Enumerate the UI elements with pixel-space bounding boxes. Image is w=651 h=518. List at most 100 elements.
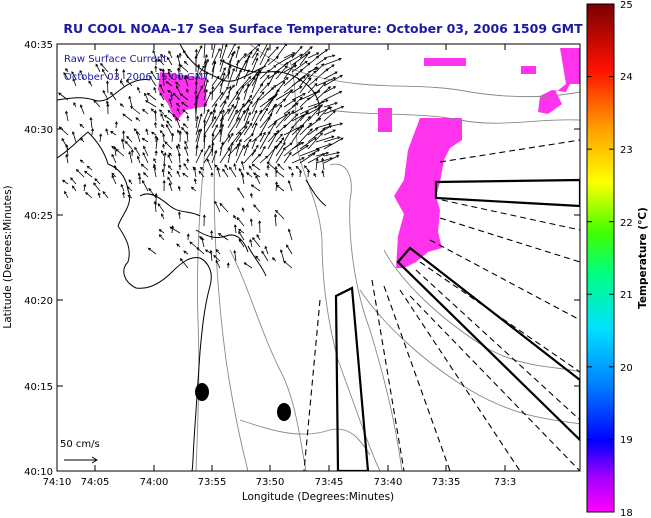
current-vector [203, 116, 217, 136]
current-vector [161, 68, 165, 80]
current-vector [150, 131, 157, 136]
current-vector [283, 151, 292, 164]
current-vector [249, 218, 253, 227]
current-vector [243, 107, 250, 122]
current-vector [161, 213, 165, 220]
current-vector [162, 143, 166, 150]
current-vector [89, 116, 93, 129]
current-vector [167, 165, 173, 171]
current-vector [235, 121, 250, 136]
current-vector [251, 109, 262, 129]
current-vector [275, 209, 285, 220]
current-vector [115, 148, 125, 157]
current-vector [323, 86, 337, 94]
current-vector [307, 78, 318, 87]
current-vector [177, 143, 181, 150]
x-tick-label: 73:40 [374, 477, 403, 488]
current-vector [134, 146, 141, 157]
current-vector [184, 140, 189, 150]
current-vector [113, 145, 117, 157]
current-vector [246, 172, 253, 178]
current-vector [235, 45, 240, 59]
current-vector [219, 72, 226, 94]
current-vector [161, 168, 165, 178]
current-vector [315, 57, 327, 66]
y-tick-label: 40:30 [24, 125, 53, 136]
current-vector [235, 59, 240, 73]
current-vector [275, 111, 291, 129]
current-vector [58, 92, 69, 101]
current-vector [154, 65, 158, 73]
current-vector [154, 58, 158, 66]
current-vector [62, 179, 69, 185]
current-vector [275, 65, 288, 80]
current-vector [235, 99, 251, 115]
current-vector [111, 153, 117, 164]
current-vector [113, 164, 117, 171]
current-vector [105, 80, 110, 94]
current-vector [196, 247, 205, 255]
current-vector [126, 79, 133, 87]
current-vector [227, 131, 242, 150]
current-vector [167, 71, 173, 80]
current-vector [219, 44, 224, 59]
current-vector [227, 67, 235, 87]
current-vector [299, 97, 311, 108]
current-vector [283, 113, 299, 129]
current-vector [110, 91, 117, 101]
current-vector [243, 83, 250, 101]
current-vector [115, 67, 119, 80]
y-tick-label: 40:15 [24, 382, 53, 393]
current-vector [235, 59, 248, 80]
current-vector [160, 103, 165, 108]
current-vector [251, 82, 264, 101]
current-vector [203, 133, 207, 150]
current-vector [219, 109, 225, 129]
current-vector [120, 183, 125, 192]
current-vector [323, 57, 342, 66]
current-vector [219, 44, 228, 66]
x-tick-label: 73:55 [198, 477, 227, 488]
current-vector [126, 135, 133, 143]
current-vector [143, 172, 149, 178]
current-vector [141, 137, 149, 143]
current-vector [137, 86, 141, 94]
current-vector [185, 88, 189, 94]
current-vector [233, 162, 237, 171]
current-vector [251, 122, 258, 136]
current-vector [275, 98, 286, 108]
current-vector [219, 95, 229, 108]
current-vector [210, 171, 214, 178]
current-vector [203, 71, 209, 87]
current-vector [142, 179, 149, 192]
current-vector [211, 133, 215, 150]
current-vector [227, 132, 234, 143]
current-vector [160, 149, 165, 157]
current-vector [160, 53, 165, 59]
legend-note-line1: Raw Surface Current [64, 54, 167, 65]
current-vector [65, 67, 69, 73]
colorbar-tick-label: 25 [620, 0, 633, 11]
current-vector [195, 45, 203, 59]
current-vector [176, 107, 181, 115]
current-vector [85, 192, 93, 199]
current-vector [250, 184, 261, 192]
current-vector [154, 135, 158, 142]
current-vector [299, 137, 317, 150]
plot-frame [56, 43, 581, 472]
current-vector [179, 258, 189, 269]
current-vector [253, 204, 261, 213]
current-vector [177, 67, 181, 80]
current-vector [236, 216, 245, 227]
colorbar-tick-label: 18 [620, 508, 633, 518]
current-vector [275, 80, 286, 94]
current-vector [259, 113, 273, 129]
current-vector [211, 109, 216, 122]
current-vector [251, 57, 259, 73]
colorbar-tick-labels: 25 24 23 22 21 20 19 18 [620, 0, 633, 518]
current-vector [181, 101, 189, 108]
current-vector [106, 103, 110, 115]
current-vector [166, 56, 173, 66]
current-vector [215, 248, 221, 255]
current-vector [267, 145, 277, 164]
